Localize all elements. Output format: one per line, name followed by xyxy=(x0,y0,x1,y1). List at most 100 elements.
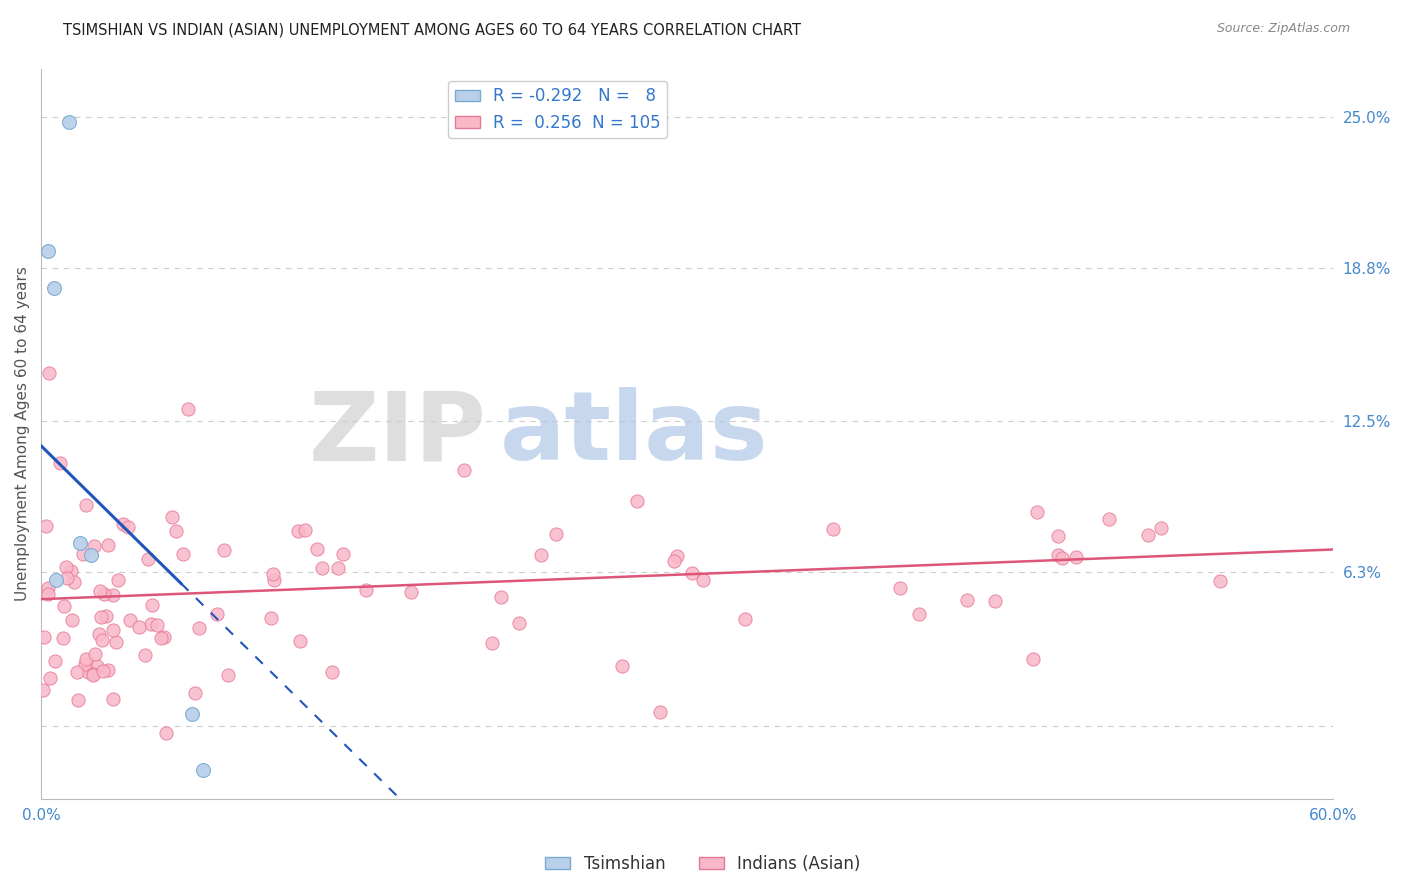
Point xyxy=(165,524,187,539)
Point xyxy=(290,634,312,648)
Point xyxy=(149,632,172,646)
Point xyxy=(180,706,202,721)
Point xyxy=(1209,574,1232,589)
Point xyxy=(89,627,111,641)
Text: atlas: atlas xyxy=(499,387,768,480)
Point xyxy=(39,671,62,685)
Point xyxy=(1050,551,1073,566)
Point xyxy=(354,582,377,597)
Point xyxy=(207,607,229,621)
Point xyxy=(52,632,75,646)
Point xyxy=(666,549,689,563)
Y-axis label: Unemployment Among Ages 60 to 64 years: Unemployment Among Ages 60 to 64 years xyxy=(15,266,30,601)
Point xyxy=(38,366,60,380)
Point xyxy=(93,587,115,601)
Point xyxy=(44,654,66,668)
Point xyxy=(1064,549,1087,564)
Point xyxy=(263,573,285,587)
Point xyxy=(1150,521,1173,535)
Point xyxy=(153,630,176,644)
Point xyxy=(105,635,128,649)
Point xyxy=(49,456,72,470)
Point xyxy=(97,538,120,552)
Point xyxy=(128,619,150,633)
Point xyxy=(72,547,94,561)
Point xyxy=(89,583,111,598)
Point xyxy=(75,498,97,512)
Point xyxy=(453,463,475,477)
Point xyxy=(172,547,194,561)
Point xyxy=(305,542,328,557)
Point xyxy=(1046,529,1069,543)
Point xyxy=(141,598,163,612)
Point xyxy=(287,524,309,538)
Point xyxy=(82,667,104,681)
Point xyxy=(86,659,108,673)
Point xyxy=(481,636,503,650)
Point xyxy=(107,574,129,588)
Point xyxy=(145,618,167,632)
Point xyxy=(1136,527,1159,541)
Point xyxy=(648,705,671,719)
Point xyxy=(626,494,648,508)
Point xyxy=(75,651,97,665)
Point xyxy=(311,561,333,575)
Point xyxy=(42,280,65,294)
Point xyxy=(212,542,235,557)
Point xyxy=(263,567,285,582)
Point xyxy=(664,554,686,568)
Point xyxy=(91,665,114,679)
Point xyxy=(1025,505,1047,519)
Point xyxy=(45,573,67,587)
Point xyxy=(90,610,112,624)
Point xyxy=(141,616,163,631)
Point xyxy=(84,647,107,661)
Point xyxy=(508,615,530,630)
Point xyxy=(69,536,91,550)
Point xyxy=(612,659,634,673)
Point xyxy=(681,566,703,580)
Point xyxy=(118,613,141,627)
Legend: R = -0.292   N =   8, R =  0.256  N = 105: R = -0.292 N = 8, R = 0.256 N = 105 xyxy=(449,80,668,138)
Point xyxy=(191,763,214,777)
Point xyxy=(399,585,422,599)
Point xyxy=(332,547,354,561)
Point xyxy=(184,685,207,699)
Point xyxy=(75,657,97,672)
Point xyxy=(1098,512,1121,526)
Point xyxy=(294,524,316,538)
Point xyxy=(546,527,568,541)
Point xyxy=(60,613,83,627)
Point xyxy=(321,665,343,679)
Point xyxy=(692,573,714,587)
Point xyxy=(58,115,80,129)
Point xyxy=(823,522,845,536)
Point xyxy=(1022,652,1045,666)
Point xyxy=(889,581,911,595)
Point xyxy=(259,611,281,625)
Point xyxy=(35,519,58,533)
Point xyxy=(956,593,979,607)
Point xyxy=(76,665,98,680)
Point xyxy=(160,509,183,524)
Point xyxy=(177,402,200,417)
Point xyxy=(984,593,1007,607)
Point xyxy=(187,621,209,635)
Point xyxy=(96,609,118,624)
Point xyxy=(79,549,101,563)
Point xyxy=(37,587,59,601)
Text: TSIMSHIAN VS INDIAN (ASIAN) UNEMPLOYMENT AMONG AGES 60 TO 64 YEARS CORRELATION C: TSIMSHIAN VS INDIAN (ASIAN) UNEMPLOYMENT… xyxy=(63,22,801,37)
Point xyxy=(489,591,512,605)
Point xyxy=(55,560,77,574)
Point xyxy=(66,665,89,680)
Point xyxy=(37,244,59,258)
Point xyxy=(63,574,86,589)
Point xyxy=(82,667,104,681)
Point xyxy=(60,564,83,578)
Point xyxy=(734,612,756,626)
Text: ZIP: ZIP xyxy=(309,387,486,480)
Point xyxy=(101,691,124,706)
Point xyxy=(134,648,156,663)
Point xyxy=(101,623,124,637)
Point xyxy=(101,588,124,602)
